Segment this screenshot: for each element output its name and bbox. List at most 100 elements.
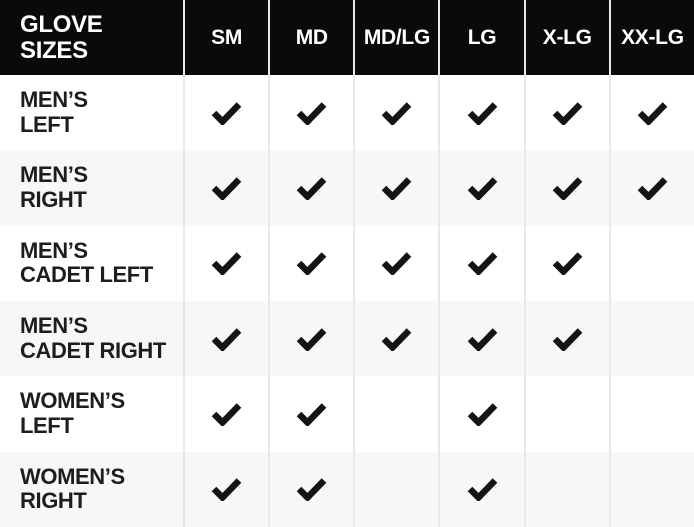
check-icon [382,252,412,276]
cell-men-s-left-xx-lg [608,75,694,151]
check-icon [637,177,668,200]
cell-men-s-right-md-lg [353,150,439,226]
column-header-md: MD [268,0,354,75]
cell-men-s-cadet-right-lg [438,301,524,377]
row-label-line: WOMEN’S [20,388,125,414]
cell-men-s-cadet-left-md-lg [353,225,439,301]
check-icon [382,327,412,351]
check-icon [296,478,327,502]
cell-men-s-right-x-lg [523,150,609,226]
row-label-men-s-cadet-right: MEN’S CADET RIGHT [0,301,183,377]
cell-men-s-left-x-lg [523,75,609,151]
check-icon [467,403,497,426]
check-icon [211,252,242,276]
cell-women-s-left-sm [183,376,269,452]
cell-women-s-left-xx-lg [608,376,694,452]
row-label-line: RIGHT [20,186,87,212]
check-icon [467,478,497,502]
cell-men-s-cadet-left-xx-lg [608,225,694,301]
check-icon [296,177,327,200]
cell-men-s-cadet-left-x-lg [523,225,609,301]
cell-men-s-cadet-right-xx-lg [608,301,694,377]
check-icon [211,403,242,426]
check-icon [467,101,497,125]
row-label-men-s-right: MEN’S RIGHT [0,150,183,226]
cell-women-s-right-lg [438,451,524,527]
check-icon [296,403,327,426]
row-label-line: LEFT [20,412,74,438]
cell-men-s-left-sm [183,75,269,151]
check-icon [637,101,668,125]
cell-men-s-right-lg [438,150,524,226]
check-icon [552,101,583,125]
row-label-line: MEN’S [20,87,88,113]
row-label-line: MEN’S [20,313,88,339]
row-label-text: MEN’S CADET LEFT [20,237,153,288]
cell-women-s-right-sm [183,451,269,527]
row-label-text: WOMEN’S LEFT [20,389,125,438]
cell-men-s-cadet-right-md [268,301,354,377]
cell-men-s-cadet-right-sm [183,301,269,377]
table-corner-title-text: GLOVE SIZES [20,10,103,64]
row-label-line: RIGHT [20,488,87,514]
column-header-lg: LG [438,0,524,75]
check-icon [552,327,583,351]
row-label-text: MEN’S RIGHT [20,163,88,212]
check-icon [552,177,583,200]
cell-men-s-left-md [268,75,354,151]
row-label-women-s-right: WOMEN’S RIGHT [0,451,183,527]
check-icon [296,327,327,351]
check-icon [467,252,497,276]
check-icon [467,177,497,200]
cell-men-s-cadet-right-md-lg [353,301,439,377]
column-header-sm: SM [183,0,269,75]
row-label-men-s-left: MEN’S LEFT [0,75,183,151]
column-header-md-lg: MD/LG [353,0,439,75]
column-header-x-lg: X-LG [523,0,609,75]
check-icon [382,101,412,125]
cell-women-s-left-x-lg [523,376,609,452]
cell-men-s-cadet-right-x-lg [523,301,609,377]
check-icon [382,177,412,200]
row-label-text: WOMEN’S RIGHT [20,463,125,514]
row-label-men-s-cadet-left: MEN’S CADET LEFT [0,225,183,301]
cell-women-s-right-md-lg [353,451,439,527]
cell-women-s-right-x-lg [523,451,609,527]
row-label-line: CADET LEFT [20,262,153,288]
row-label-women-s-left: WOMEN’S LEFT [0,376,183,452]
check-icon [296,101,327,125]
cell-men-s-cadet-left-sm [183,225,269,301]
column-header-xx-lg: XX-LG [608,0,694,75]
cell-women-s-left-md [268,376,354,452]
cell-men-s-left-lg [438,75,524,151]
cell-women-s-left-lg [438,376,524,452]
check-icon [211,177,242,200]
cell-women-s-left-md-lg [353,376,439,452]
table-corner-title: GLOVE SIZES [0,0,183,75]
cell-men-s-left-md-lg [353,75,439,151]
row-label-line: CADET RIGHT [20,337,166,363]
cell-men-s-right-xx-lg [608,150,694,226]
row-label-line: MEN’S [20,237,88,263]
table-corner-title-line: GLOVE [20,10,103,38]
cell-men-s-cadet-left-lg [438,225,524,301]
check-icon [211,327,242,351]
row-label-line: MEN’S [20,162,88,188]
row-label-line: WOMEN’S [20,463,125,489]
row-label-text: MEN’S CADET RIGHT [20,313,166,363]
check-icon [296,252,327,276]
cell-women-s-right-xx-lg [608,451,694,527]
cell-men-s-cadet-left-md [268,225,354,301]
check-icon [211,101,242,125]
cell-men-s-right-md [268,150,354,226]
check-icon [211,478,242,502]
cell-women-s-right-md [268,451,354,527]
table-corner-title-line: SIZES [20,36,88,64]
row-label-text: MEN’S LEFT [20,87,88,137]
check-icon [552,252,583,276]
check-icon [467,327,497,351]
row-label-line: LEFT [20,111,74,137]
cell-men-s-right-sm [183,150,269,226]
